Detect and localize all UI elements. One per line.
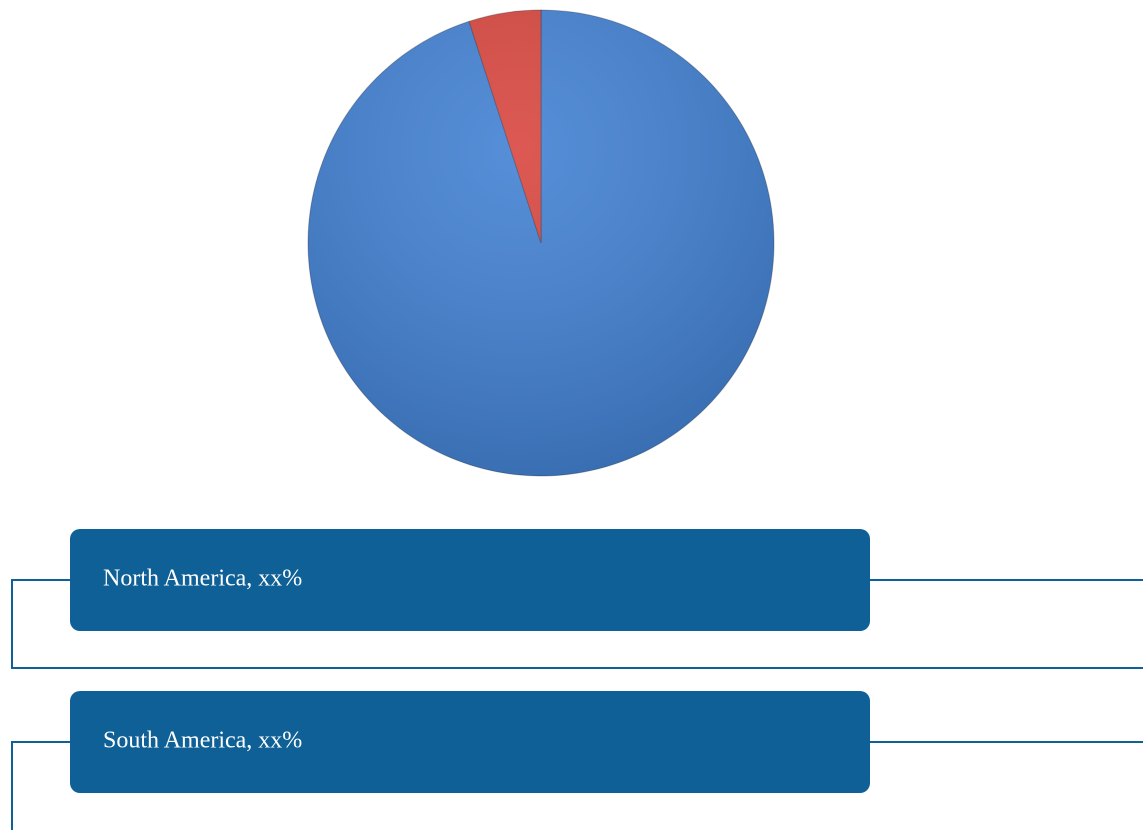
pie (307, 9, 775, 477)
legend-box (70, 691, 870, 793)
legend-bracket (11, 741, 70, 830)
legend-label: South America, xx% (103, 728, 302, 754)
legend: North America, xx% South America, xx% (11, 529, 1143, 830)
legend-bracket (11, 579, 1143, 669)
legend-box (70, 529, 870, 631)
legend-label: North America, xx% (103, 566, 302, 592)
